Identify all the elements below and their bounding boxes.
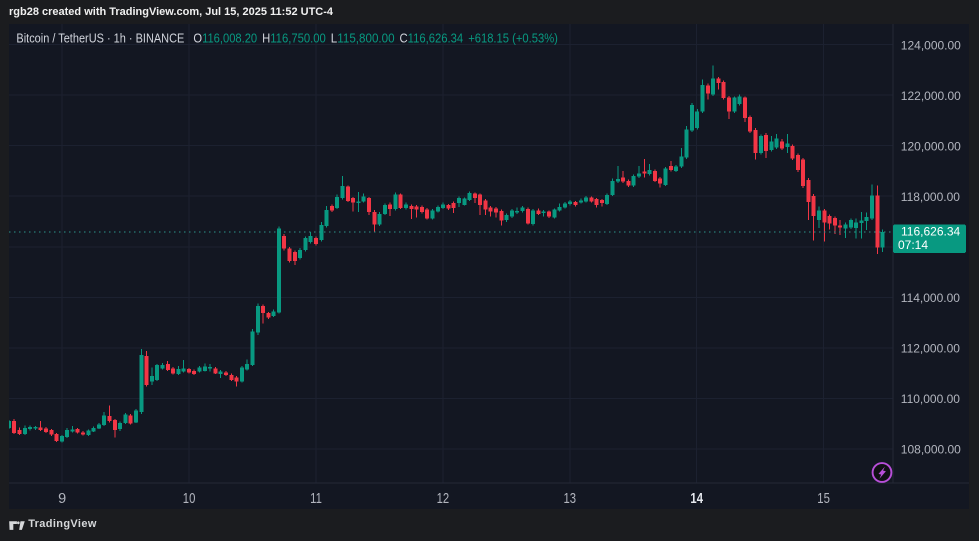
svg-text:Bitcoin / TetherUS · 1h · BINA: Bitcoin / TetherUS · 1h · BINANCE (16, 31, 184, 46)
svg-text:112,000.00: 112,000.00 (901, 342, 960, 356)
svg-text:108,000.00: 108,000.00 (901, 443, 961, 457)
svg-text:C116,626.34: C116,626.34 (400, 31, 464, 46)
svg-text:120,000.00: 120,000.00 (901, 139, 961, 153)
svg-text:122,000.00: 122,000.00 (901, 89, 961, 103)
svg-text:114,000.00: 114,000.00 (901, 291, 960, 305)
svg-text:12: 12 (437, 490, 450, 507)
svg-text:116,626.34: 116,626.34 (901, 225, 960, 239)
svg-text:9: 9 (58, 491, 66, 507)
svg-text:13: 13 (564, 490, 577, 507)
svg-text:L115,800.00: L115,800.00 (331, 31, 395, 46)
svg-text:14: 14 (690, 490, 703, 507)
svg-text:O116,008.20: O116,008.20 (193, 31, 257, 46)
svg-text:11: 11 (310, 490, 322, 507)
svg-text:07:14: 07:14 (898, 238, 928, 252)
svg-text:H116,750.00: H116,750.00 (262, 31, 326, 46)
svg-text:110,000.00: 110,000.00 (901, 392, 960, 406)
svg-text:118,000.00: 118,000.00 (901, 190, 960, 204)
svg-text:15: 15 (817, 490, 830, 507)
svg-text:+618.15 (+0.53%): +618.15 (+0.53%) (468, 31, 558, 46)
svg-text:124,000.00: 124,000.00 (901, 38, 961, 52)
svg-text:10: 10 (183, 490, 196, 507)
